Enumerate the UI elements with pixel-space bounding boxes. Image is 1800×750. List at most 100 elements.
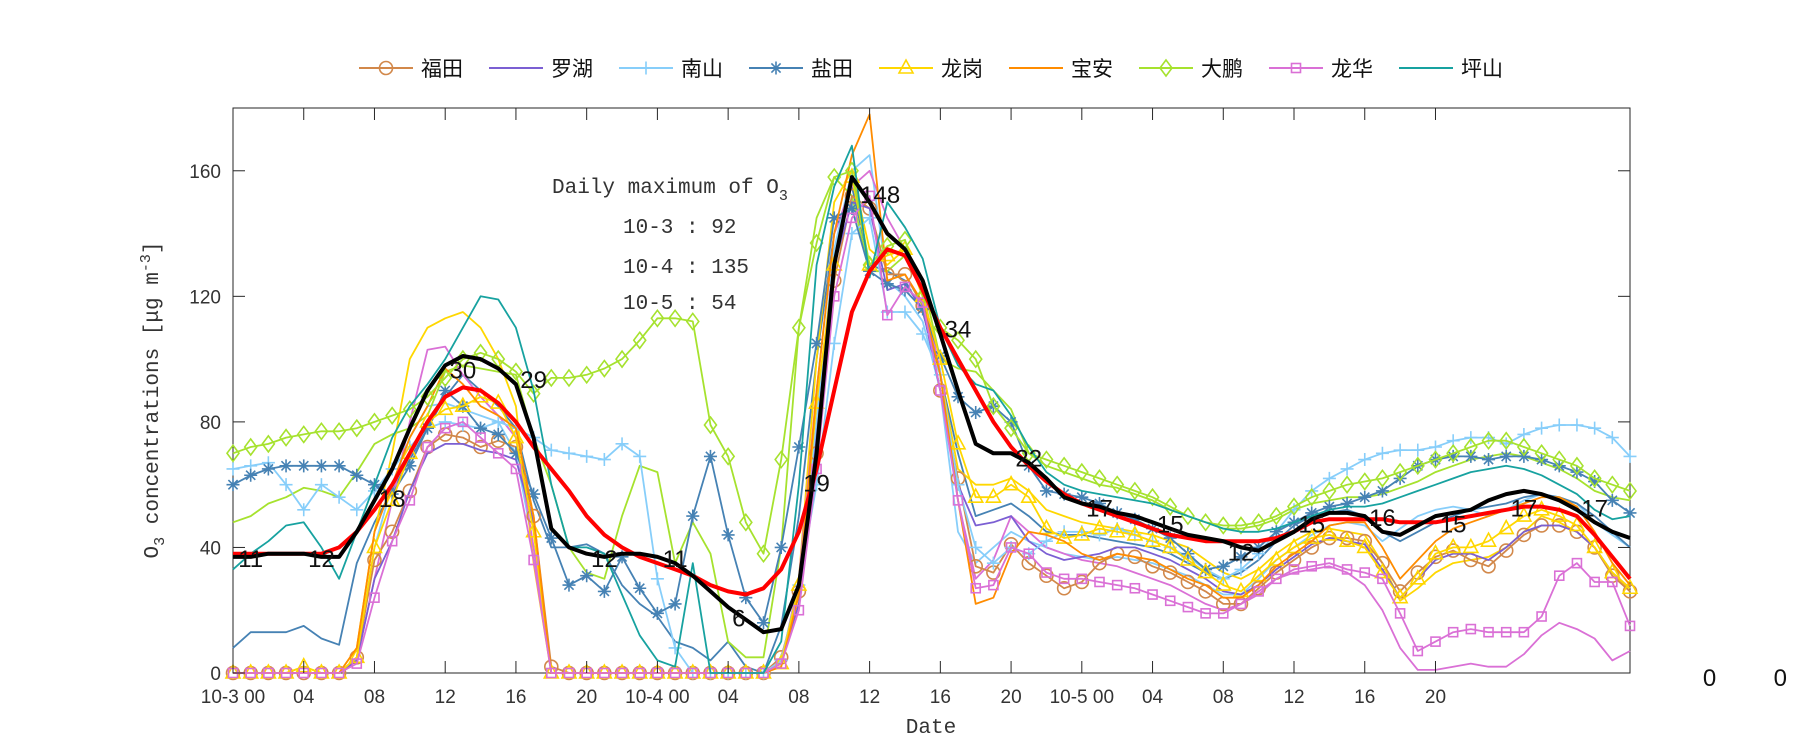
x-tick-label: 16 (1354, 687, 1375, 708)
data-point (1623, 481, 1637, 501)
data-point (1359, 567, 1371, 578)
data-point (1234, 562, 1248, 576)
data-point (316, 667, 327, 679)
data-point (1535, 453, 1549, 467)
x-tick-label: 16 (930, 687, 951, 708)
data-point (988, 579, 999, 591)
data-point (491, 427, 505, 441)
data-point (1322, 500, 1336, 514)
data-point (349, 418, 364, 438)
data-point (1358, 490, 1372, 504)
data-point (1181, 547, 1195, 561)
data-point (491, 415, 505, 429)
data-point (1446, 443, 1461, 463)
data-point (1624, 620, 1636, 632)
data-point (1216, 572, 1230, 586)
data-point (1393, 471, 1407, 485)
data-point (1571, 557, 1583, 569)
data-point (350, 503, 364, 517)
data-point (314, 459, 328, 473)
data-point (1127, 481, 1142, 501)
data-point (402, 399, 417, 419)
legend-label: 龙岗 (941, 57, 983, 81)
legend-item-yantian: 盐田 (747, 53, 853, 83)
data-point (1216, 516, 1231, 535)
data-point (492, 447, 504, 459)
x-tick-label: 10-4 00 (625, 687, 689, 708)
data-point (367, 412, 382, 432)
x-tick-label: 04 (1142, 687, 1164, 708)
data-point (1552, 450, 1567, 469)
data-point (1394, 608, 1406, 619)
data-point (986, 556, 1000, 570)
value-annotation: 15 (1157, 511, 1184, 538)
data-point (1039, 450, 1054, 469)
data-point (1377, 573, 1388, 585)
data-point (668, 597, 682, 611)
data-point (721, 447, 736, 466)
data-point (1217, 608, 1229, 619)
y-tick-label: 160 (189, 162, 221, 183)
data-point (597, 359, 612, 378)
data-point (226, 478, 240, 492)
y-tick-label: 0 (210, 664, 221, 685)
data-point (1447, 626, 1459, 638)
legend-swatch (1399, 67, 1453, 69)
data-point (421, 421, 435, 435)
data-point (1409, 569, 1427, 585)
data-point (507, 427, 525, 444)
value-annotation: 30 (450, 358, 477, 385)
x-tick-label: 12 (435, 687, 456, 708)
data-point (1074, 462, 1089, 482)
data-point (438, 415, 452, 429)
series-line-2 (232, 176, 1631, 659)
value-annotation: 17 (1581, 496, 1608, 523)
data-point (1605, 493, 1619, 507)
data-point (474, 421, 488, 435)
data-point (1321, 525, 1338, 541)
data-point (1269, 525, 1283, 539)
legend-label: 盐田 (811, 57, 853, 81)
data-point (1197, 562, 1214, 579)
diamond-marker-icon (1159, 58, 1173, 78)
data-point (546, 667, 557, 679)
data-point (669, 667, 681, 679)
data-point (1269, 506, 1284, 526)
value-annotation: 12 (1228, 540, 1255, 567)
data-point (1340, 475, 1355, 495)
data-point (333, 667, 345, 679)
data-point (597, 453, 611, 467)
data-point (916, 302, 930, 316)
data-point (1570, 418, 1584, 432)
data-point (881, 309, 893, 321)
data-point (1092, 555, 1107, 571)
data-point (1128, 512, 1142, 526)
value-annotation: 148 (860, 182, 900, 209)
data-point (1605, 475, 1620, 495)
data-point (1341, 564, 1353, 575)
data-point (1550, 506, 1568, 522)
data-point (367, 552, 382, 568)
x-tick-label: 16 (505, 687, 526, 708)
data-point (544, 368, 559, 388)
data-point (401, 443, 419, 460)
data-point (1251, 512, 1266, 532)
data-point (1552, 418, 1566, 432)
data-point (580, 569, 594, 583)
data-point (562, 446, 576, 460)
value-annotation: 18 (379, 486, 406, 513)
value-annotation: 19 (803, 471, 830, 498)
data-point (454, 396, 472, 412)
data-point (845, 201, 859, 215)
data-point (1322, 481, 1337, 501)
legend-item-luohu: 罗湖 (487, 53, 593, 83)
data-point (1127, 549, 1143, 565)
x-tick-label: 12 (859, 687, 880, 708)
legend-label: 宝安 (1071, 57, 1113, 81)
data-point (668, 641, 682, 655)
data-point (419, 412, 436, 428)
legend-swatch (359, 60, 413, 76)
data-point (544, 531, 558, 545)
data-point (261, 462, 275, 476)
